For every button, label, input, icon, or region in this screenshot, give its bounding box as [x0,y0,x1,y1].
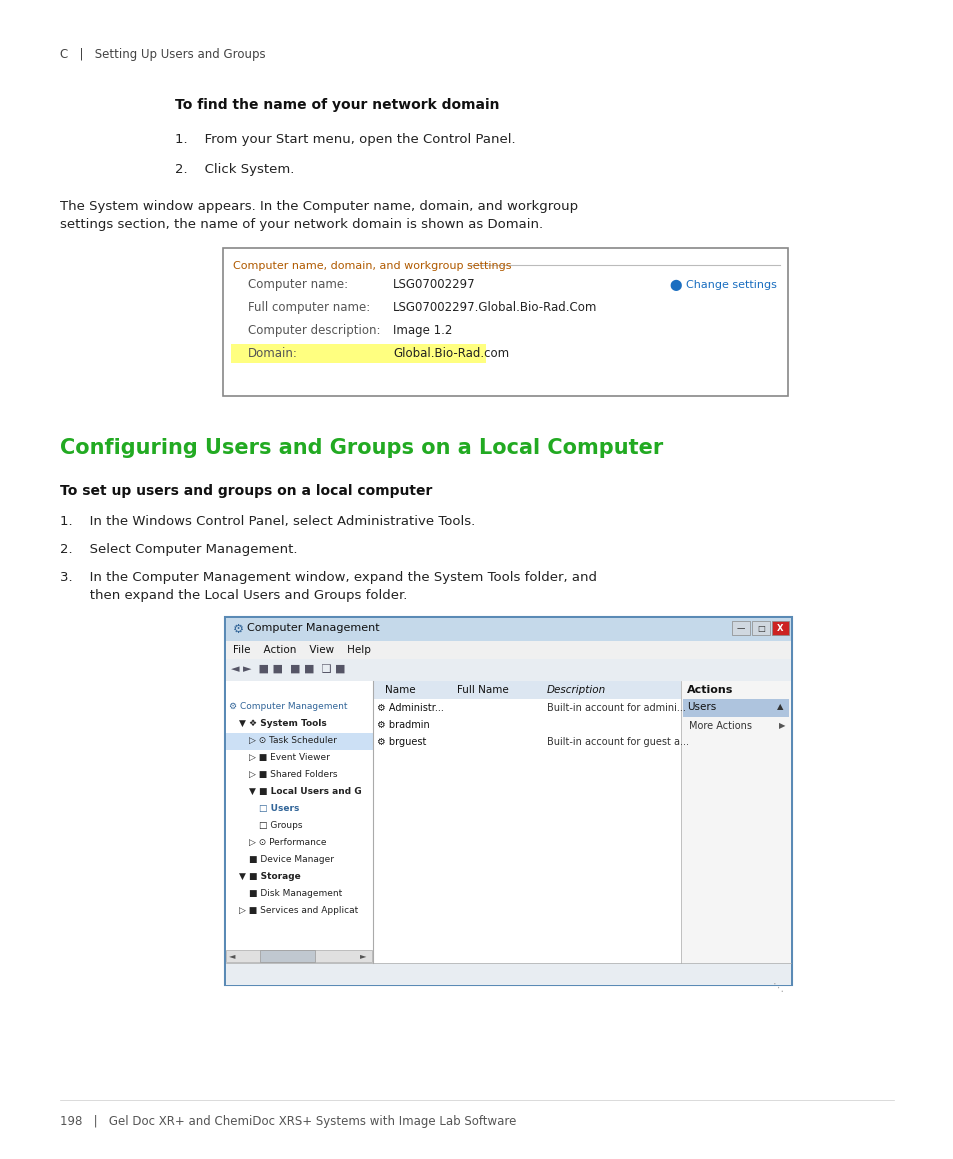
Text: Built-in account for admini...: Built-in account for admini... [546,704,685,713]
Text: Computer Management: Computer Management [247,624,379,633]
Bar [225,617,791,985]
Text: To find the name of your network domain: To find the name of your network domain [174,99,499,112]
Text: ▷ ■ Services and Applicat: ▷ ■ Services and Applicat [239,906,358,914]
Text: Computer name, domain, and workgroup settings: Computer name, domain, and workgroup set… [233,261,511,271]
Bar [226,681,373,963]
Text: ▼ ■ Storage: ▼ ■ Storage [239,872,300,881]
Text: ⚙ Computer Management: ⚙ Computer Management [229,702,347,710]
Text: ⚙ brguest: ⚙ brguest [376,737,426,748]
Text: ■ Disk Management: ■ Disk Management [249,889,342,898]
Text: 2.    Click System.: 2. Click System. [174,163,294,176]
Text: ⋱: ⋱ [772,983,783,993]
Bar [226,618,790,641]
Text: LSG07002297.Global.Bio-Rad.Com: LSG07002297.Global.Bio-Rad.Com [393,301,597,314]
Bar [223,248,787,396]
Text: The System window appears. In the Computer name, domain, and workgroup: The System window appears. In the Comput… [60,201,578,213]
Text: □ Users: □ Users [258,804,299,812]
Text: To set up users and groups on a local computer: To set up users and groups on a local co… [60,484,432,498]
Text: 1.    From your Start menu, open the Control Panel.: 1. From your Start menu, open the Contro… [174,133,515,146]
Text: Description: Description [546,685,605,695]
Text: ▼ ■ Local Users and G: ▼ ■ Local Users and G [249,787,361,796]
Text: Built-in account for guest a...: Built-in account for guest a... [546,737,688,748]
Text: 198   |   Gel Doc XR+ and ChemiDoc XRS+ Systems with Image Lab Software: 198 | Gel Doc XR+ and ChemiDoc XRS+ Syst… [60,1115,516,1128]
Bar [231,344,485,363]
Text: ⚙ bradmin: ⚙ bradmin [376,720,429,730]
Text: ⚙ Administr...: ⚙ Administr... [376,704,443,713]
Text: Domain:: Domain: [248,347,297,360]
Text: □ Groups: □ Groups [258,821,302,830]
Text: ◄: ◄ [229,952,235,960]
Text: 3.    In the Computer Management window, expand the System Tools folder, and: 3. In the Computer Management window, ex… [60,571,597,584]
Bar [771,621,788,635]
Text: ⬤ Change settings: ⬤ Change settings [669,280,776,291]
Bar [226,963,790,985]
Text: ▷ ⊙ Task Scheduler: ▷ ⊙ Task Scheduler [249,736,336,745]
Text: Users: Users [686,702,716,712]
Text: ►: ► [359,952,366,960]
Text: □: □ [757,624,764,633]
Bar [373,681,680,699]
Text: Full computer name:: Full computer name: [248,301,370,314]
Text: Configuring Users and Groups on a Local Computer: Configuring Users and Groups on a Local … [60,438,662,458]
Text: Full Name: Full Name [456,685,508,695]
Text: Computer name:: Computer name: [248,278,348,291]
Text: Computer description:: Computer description: [248,325,380,337]
Text: ▷ ⊙ Performance: ▷ ⊙ Performance [249,838,326,847]
Text: ▶: ▶ [778,721,784,730]
Text: 1.    In the Windows Control Panel, select Administrative Tools.: 1. In the Windows Control Panel, select … [60,515,475,529]
Text: ▲: ▲ [776,702,782,710]
Text: ▷ ■ Shared Folders: ▷ ■ Shared Folders [249,770,337,779]
Bar [260,950,314,962]
Text: 2.    Select Computer Management.: 2. Select Computer Management. [60,544,297,556]
Text: C   |   Setting Up Users and Groups: C | Setting Up Users and Groups [60,48,265,61]
Bar [731,621,749,635]
Text: Image 1.2: Image 1.2 [393,325,452,337]
Text: X: X [776,624,782,633]
Bar [680,681,790,963]
Text: More Actions: More Actions [688,721,751,731]
Text: Global.Bio-Rad.com: Global.Bio-Rad.com [393,347,509,360]
Bar [226,659,790,681]
Bar [682,699,788,717]
Bar [373,681,680,963]
Text: Actions: Actions [686,685,733,695]
Bar [226,641,790,659]
Text: LSG07002297: LSG07002297 [393,278,476,291]
Text: Name: Name [385,685,416,695]
Text: ▷ ■ Event Viewer: ▷ ■ Event Viewer [249,753,330,761]
Text: ▼ ❖ System Tools: ▼ ❖ System Tools [239,719,327,728]
Text: ◄ ►  ■ ■  ■ ■  ❑ ■: ◄ ► ■ ■ ■ ■ ❑ ■ [231,664,345,675]
Text: settings section, the name of your network domain is shown as Domain.: settings section, the name of your netwo… [60,218,542,231]
Text: —: — [736,624,744,633]
Text: then expand the Local Users and Groups folder.: then expand the Local Users and Groups f… [60,589,407,602]
Text: ⚙: ⚙ [233,624,244,636]
Text: File    Action    View    Help: File Action View Help [233,646,371,655]
Text: ■ Device Manager: ■ Device Manager [249,855,334,863]
Bar [226,950,372,962]
Bar [751,621,769,635]
Bar [226,732,373,750]
